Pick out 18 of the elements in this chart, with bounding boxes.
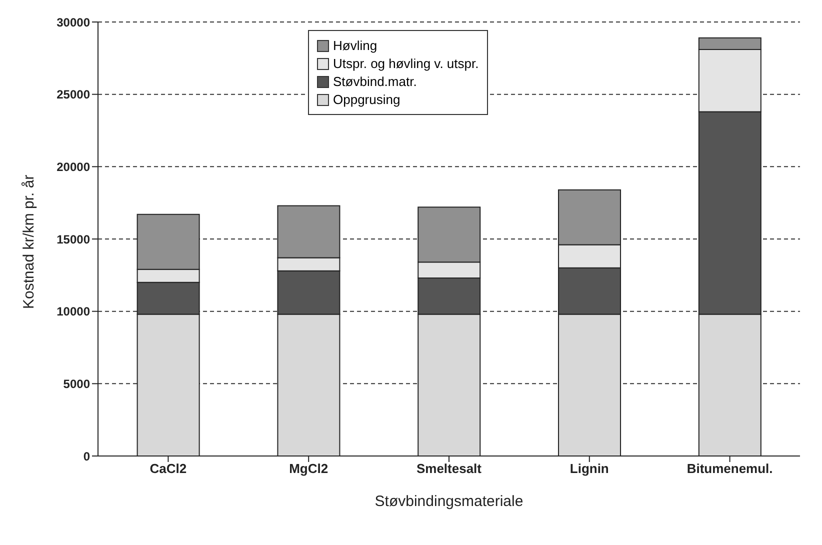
legend-label: Utspr. og høvling v. utspr. bbox=[333, 56, 479, 71]
x-tick-label: CaCl2 bbox=[150, 461, 187, 476]
y-tick-label: 5000 bbox=[63, 376, 90, 391]
y-axis-title: Kostnad kr/km pr. år bbox=[20, 174, 38, 309]
legend-label: Høvling bbox=[333, 38, 378, 53]
y-tick-label: 15000 bbox=[56, 232, 90, 246]
y-tick-label: 25000 bbox=[56, 88, 90, 102]
y-tick-label: 20000 bbox=[56, 160, 90, 174]
x-axis-title: Støvbindingsmateriale bbox=[374, 493, 524, 510]
x-tick-label: Lignin bbox=[570, 461, 609, 476]
x-tick-label: Bitumenemul. bbox=[686, 461, 773, 476]
legend-label: Oppgrusing bbox=[333, 92, 400, 107]
legend-label: Støvbind.matr. bbox=[333, 74, 417, 89]
y-tick-label: 0 bbox=[83, 449, 90, 464]
y-tick-label: 30000 bbox=[56, 15, 90, 30]
x-tick-label: MgCl2 bbox=[289, 461, 328, 476]
y-tick-label: 10000 bbox=[56, 304, 90, 319]
x-tick-label: Smeltesalt bbox=[416, 461, 482, 476]
